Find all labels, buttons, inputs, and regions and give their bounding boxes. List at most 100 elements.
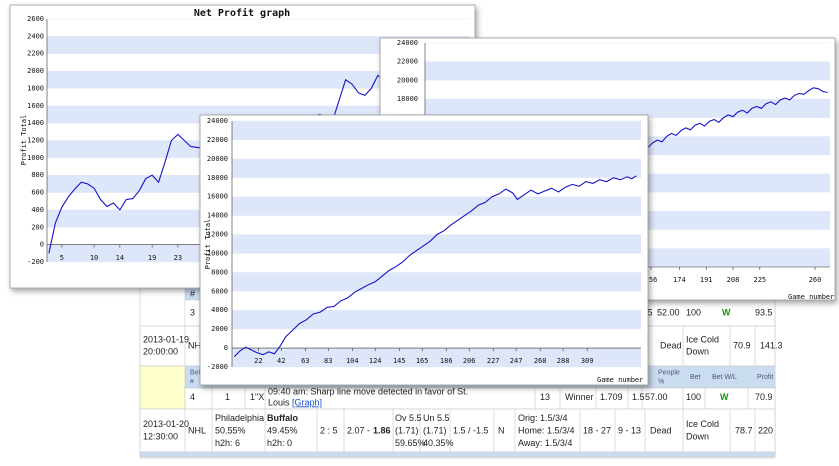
cell-text: 18 - 27 xyxy=(583,425,611,435)
cell-text: People xyxy=(658,369,680,376)
plot-band xyxy=(232,121,641,140)
cell-text: % xyxy=(658,378,664,385)
plot-band xyxy=(425,61,830,81)
x-axis-label: Game number xyxy=(597,376,643,384)
y-tick-label: 1800 xyxy=(27,84,44,92)
cell-text: Orig: 1.5/3/4 xyxy=(518,413,568,423)
y-tick-label: 20000 xyxy=(397,76,418,84)
y-tick-label: 8000 xyxy=(211,268,228,276)
cell-text: Down xyxy=(686,432,709,442)
cell-text: 1.5 xyxy=(632,392,645,402)
cell-text: h2h: 6 xyxy=(215,438,240,448)
y-tick-label: -2000 xyxy=(207,363,228,371)
x-tick-label: 247 xyxy=(510,357,523,365)
cell-text: 59.65% xyxy=(395,438,426,448)
cell-text: 93.5 xyxy=(755,307,773,317)
y-tick-label: 0 xyxy=(224,344,228,352)
y-tick-label: 2600 xyxy=(27,15,44,23)
y-tick-label: 4000 xyxy=(211,306,228,314)
cell-text: Ice Cold xyxy=(686,334,719,344)
cell-text: NHL xyxy=(188,425,206,435)
cell-text: 50.55% xyxy=(215,425,246,435)
cell-text: 1 xyxy=(225,392,230,402)
cell-text: 40.35% xyxy=(423,438,454,448)
cell-text: Philadelphia xyxy=(215,413,264,423)
y-tick-label: 16000 xyxy=(207,193,228,201)
plot-band xyxy=(232,158,641,178)
y-tick-label: 20000 xyxy=(207,155,228,163)
y-tick-label: 14000 xyxy=(207,212,228,220)
cell-text: 141.3 xyxy=(760,340,783,350)
x-tick-label: 191 xyxy=(700,276,713,284)
y-tick-label: 18000 xyxy=(207,174,228,182)
plot-band xyxy=(425,99,830,118)
cell-text: 4 xyxy=(190,392,195,402)
cell-text: 70.9 xyxy=(733,340,751,350)
chart-window: -2000 0 2000 4000 6000 8000 10000 12000 14000 160… xyxy=(199,114,649,386)
y-tick-label: 1600 xyxy=(27,102,44,110)
x-tick-label: 225 xyxy=(753,276,766,284)
y-tick-label: 0 xyxy=(40,241,44,249)
y-tick-label: 22000 xyxy=(397,58,418,66)
cell-text: Louis xyxy=(268,397,290,407)
y-tick-label: 1400 xyxy=(27,119,44,127)
plot-band xyxy=(47,71,470,89)
x-tick-label: 63 xyxy=(301,357,309,365)
x-tick-label: 288 xyxy=(557,357,570,365)
x-tick-label: 145 xyxy=(393,357,406,365)
cell-text: 100 xyxy=(686,392,701,402)
cell-text: 78.7 xyxy=(735,425,753,435)
y-tick-label: 400 xyxy=(31,206,44,214)
x-tick-label: 83 xyxy=(324,357,332,365)
profit-line xyxy=(647,87,828,148)
cell-text: # xyxy=(190,378,194,385)
cell-text: 3 xyxy=(190,307,195,317)
cell-text: 2 : 5 xyxy=(320,425,338,435)
x-tick-label: 42 xyxy=(277,357,285,365)
cell-text: 9 - 13 xyxy=(618,425,641,435)
cell-text: Dead xyxy=(660,340,682,350)
y-tick-label: 22000 xyxy=(207,136,228,144)
profit-line xyxy=(233,175,637,357)
cell-text: Ov 5.5 xyxy=(395,413,422,423)
x-tick-label: 260 xyxy=(809,276,822,284)
cell-text: Away: 1.5/3/4 xyxy=(518,438,572,448)
cell-text: .5 xyxy=(645,307,653,317)
x-tick-label: 14 xyxy=(116,254,124,262)
highlight-cell xyxy=(139,365,186,410)
y-tick-label: 2400 xyxy=(27,32,44,40)
cell-text: NHL xyxy=(188,340,206,350)
y-tick-label: 24000 xyxy=(207,117,228,125)
chart-title: Net Profit graph xyxy=(194,7,290,19)
cell-text: 70.9 xyxy=(755,392,773,402)
x-tick-label: 22 xyxy=(254,357,262,365)
cell-text: 1.5 / -1.5 xyxy=(453,425,489,435)
x-tick-label: 5 xyxy=(60,254,64,262)
cell-text: 2013-01-20 xyxy=(143,419,189,429)
y-tick-label: 200 xyxy=(31,223,44,231)
cell-text: N xyxy=(498,425,505,435)
cell-text: 49.45% xyxy=(267,425,298,435)
x-tick-label: 23 xyxy=(174,254,182,262)
y-tick-label: -200 xyxy=(27,258,44,266)
y-axis-label: Profit Total xyxy=(20,115,28,166)
cell-text: Winner xyxy=(565,392,594,402)
y-axis-label: Profit Total xyxy=(204,219,212,270)
cell-text: (1.71) xyxy=(395,425,419,435)
cell-text: Down xyxy=(686,346,709,356)
graph-link[interactable]: [Graph] xyxy=(292,397,322,407)
cell-text: 220 xyxy=(758,425,773,435)
header-row xyxy=(139,451,776,458)
x-tick-label: 10 xyxy=(90,254,98,262)
y-tick-label: 1000 xyxy=(27,154,44,162)
y-tick-label: 12000 xyxy=(207,231,228,239)
x-tick-label: 174 xyxy=(673,276,686,284)
cell-text: 1.709 xyxy=(600,392,623,402)
table-row xyxy=(139,408,776,453)
plot-band xyxy=(232,310,641,330)
cell-text: 12:30:00 xyxy=(143,432,178,442)
x-tick-label: 156 xyxy=(645,276,658,284)
cell-text: Profit xyxy=(757,374,773,381)
cell-text: # xyxy=(190,288,195,298)
x-tick-label: 104 xyxy=(346,357,359,365)
